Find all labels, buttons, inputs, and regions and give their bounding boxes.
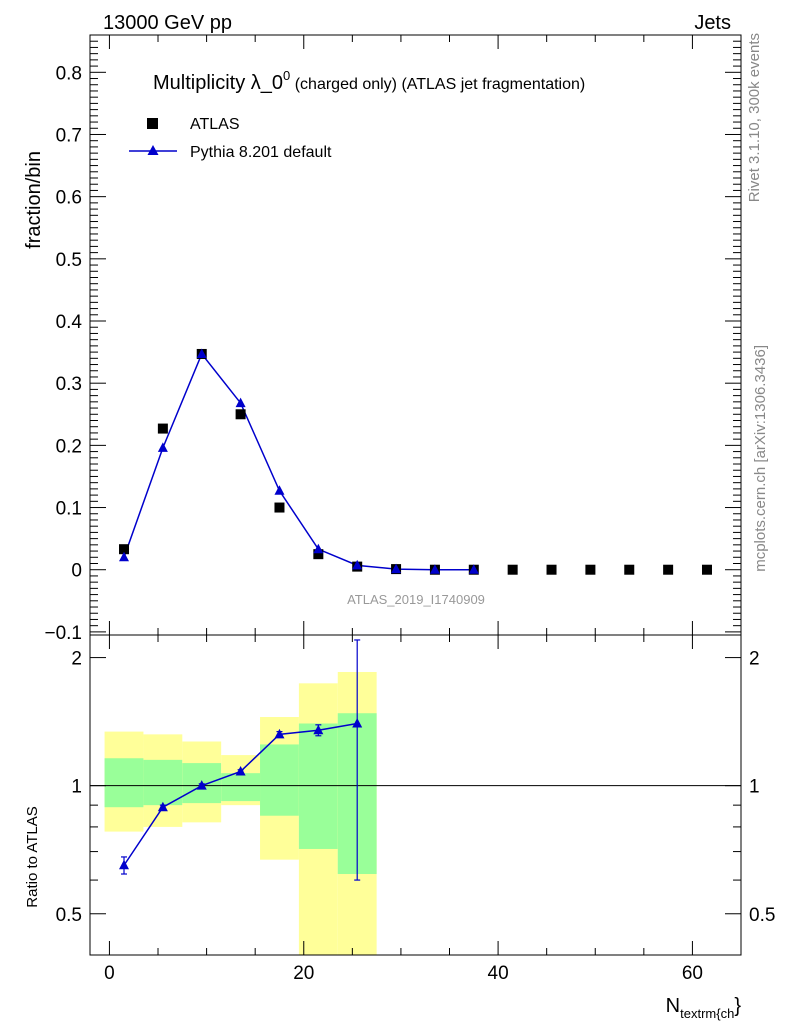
main-plot-frame [89, 34, 742, 636]
chart-title: Multiplicity λ_00 (charged only) (ATLAS … [153, 68, 585, 94]
atlas-point [585, 564, 596, 575]
x-tick-label: 0 [104, 963, 115, 984]
x-axis-label: Ntextrm{ch} [666, 995, 742, 1021]
atlas-point [274, 502, 285, 513]
atlas-point [507, 564, 518, 575]
ratio-plot-marks [119, 639, 363, 881]
pythia-point [157, 442, 168, 452]
atlas-point [313, 549, 324, 560]
pythia-point [352, 559, 363, 570]
analysis-watermark: ATLAS_2019_I1740909 [347, 592, 485, 607]
ratio-band-green-5 [298, 723, 338, 849]
pythia-point [196, 348, 207, 358]
legend-atlas-label: ATLAS [190, 116, 240, 133]
ratio-y-tick-label-right: 1 [749, 777, 760, 798]
mcplots-label: mcplots.cern.ch [arXiv:1306.3436] [752, 345, 769, 572]
axis-ticks: 0 20 40 60−0.100.10.20.30.40.50.60.70.80.5 0… [44, 35, 775, 984]
legend-pythia-marker [147, 145, 159, 155]
ratio-pythia-point [235, 765, 246, 776]
atlas-point [546, 564, 557, 575]
y-axis-label: fraction/bin [23, 151, 45, 249]
ratio-y-tick-label-right: 0.5 [749, 905, 775, 926]
ratio-y-tick-label-right: 2 [749, 649, 760, 670]
ratio-plot-frame [89, 634, 742, 956]
y-tick-label: 0.7 [56, 125, 82, 146]
ratio-pythia-point [274, 728, 285, 739]
legend: ATLAS Pythia 8.201 default [129, 116, 332, 161]
ratio-y-tick-label-left: 0.5 [56, 905, 82, 926]
x-tick-label: 60 [682, 963, 703, 984]
header-right: Jets [694, 12, 731, 34]
ratio-pythia-point [119, 859, 130, 870]
y-tick-label: 0.8 [56, 63, 82, 84]
x-tick-label: 20 [293, 963, 314, 984]
ratio-y-axis-label: Ratio to ATLAS [24, 806, 41, 907]
legend-pythia-label: Pythia 8.201 default [190, 144, 332, 161]
pythia-point [235, 397, 246, 408]
ratio-band-green-0 [104, 758, 144, 808]
ratio-band-green-1 [143, 759, 183, 806]
x-axis-label-sub: textrm{ch [680, 1006, 734, 1021]
ratio-pythia-point [313, 724, 324, 735]
title-superscript: 0 [283, 68, 290, 83]
header-left: 13000 GeV pp [103, 12, 232, 34]
y-tick-label: 0 [71, 561, 82, 582]
pythia-point [274, 485, 285, 495]
x-axis-label-main: N [666, 995, 680, 1017]
pythia-point [119, 551, 130, 562]
title-rest: (charged only) (ATLAS jet fragmentation) [290, 76, 585, 93]
atlas-point [624, 564, 635, 575]
ratio-bands [104, 671, 377, 955]
y-tick-label: 0.3 [56, 374, 82, 395]
y-tick-label: −0.1 [44, 623, 82, 644]
atlas-point [235, 409, 246, 420]
legend-atlas-marker [147, 118, 158, 129]
y-tick-label: 0.5 [56, 250, 82, 271]
ratio-band-green-4 [260, 744, 299, 816]
pythia-point [468, 564, 479, 574]
ratio-pythia-point [196, 780, 207, 790]
title-main: Multiplicity λ_0 [153, 72, 283, 94]
ratio-y-tick-label-left: 1 [71, 777, 82, 798]
ratio-y-tick-label-left: 2 [71, 649, 82, 670]
y-tick-label: 0.1 [56, 499, 82, 520]
atlas-point [663, 564, 674, 575]
pythia-point [429, 564, 440, 574]
y-tick-label: 0.4 [56, 312, 83, 333]
x-tick-label: 40 [488, 963, 509, 984]
ratio-band-green-3 [221, 773, 261, 802]
axes-frames [89, 34, 742, 956]
atlas-point [701, 564, 712, 575]
rivet-label: Rivet 3.1.10, 300k events [746, 33, 763, 202]
pythia-point [391, 563, 402, 574]
pythia-point [313, 543, 324, 554]
atlas-point [119, 544, 130, 555]
ratio-pythia-point [157, 801, 168, 812]
y-tick-label: 0.6 [56, 188, 82, 209]
ratio-pythia-point [352, 717, 363, 728]
main-plot-marks [119, 348, 712, 575]
y-tick-label: 0.2 [56, 436, 82, 457]
pythia-line [123, 352, 474, 571]
x-axis-label-close: } [734, 995, 741, 1017]
atlas-point [157, 423, 168, 434]
